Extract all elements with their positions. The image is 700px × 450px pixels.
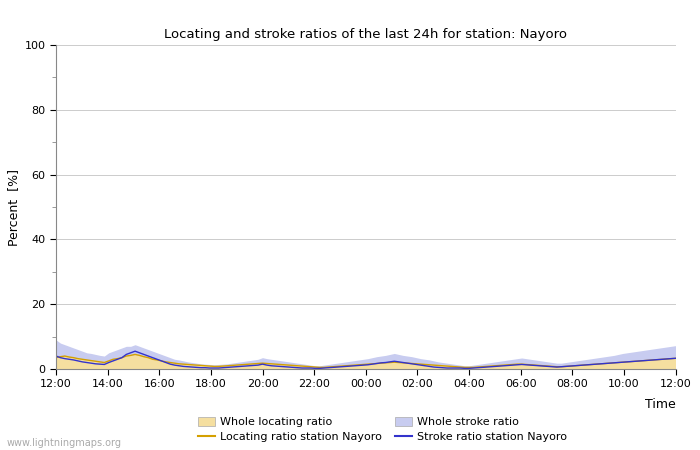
Text: www.lightningmaps.org: www.lightningmaps.org <box>7 438 122 448</box>
Legend: Whole locating ratio, Locating ratio station Nayoro, Whole stroke ratio, Stroke : Whole locating ratio, Locating ratio sta… <box>198 417 568 442</box>
Text: Time: Time <box>645 398 676 411</box>
Title: Locating and stroke ratios of the last 24h for station: Nayoro: Locating and stroke ratios of the last 2… <box>164 28 567 41</box>
Y-axis label: Percent  [%]: Percent [%] <box>8 168 20 246</box>
